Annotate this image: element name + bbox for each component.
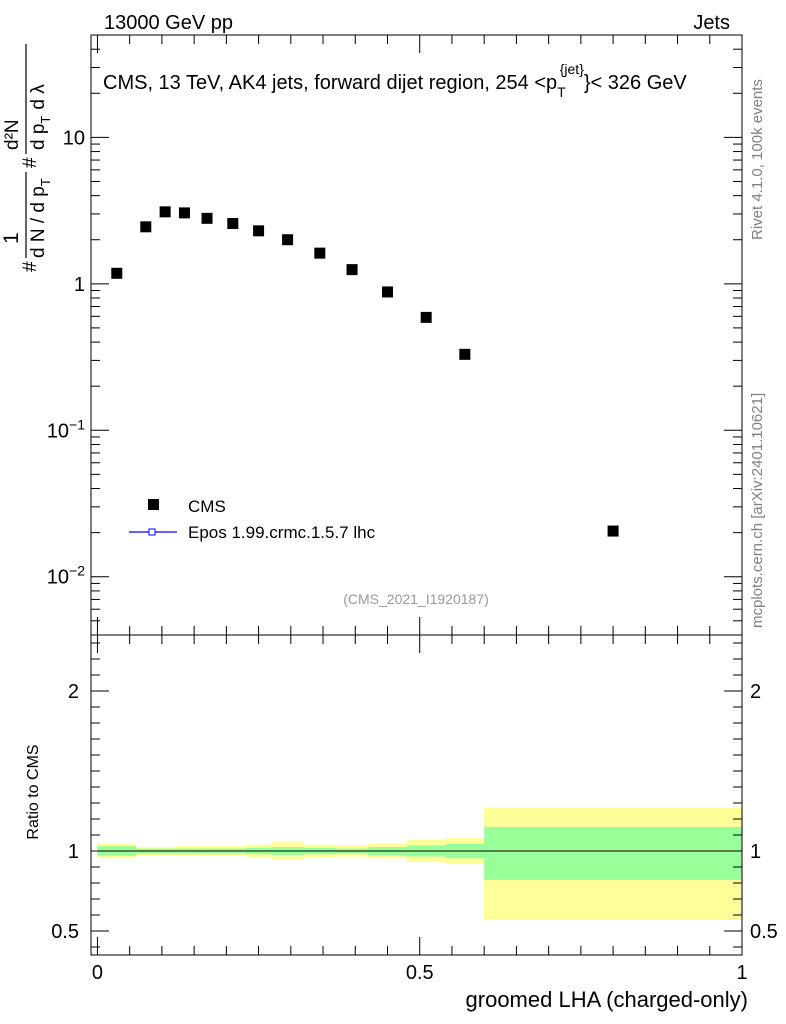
cms-data-point <box>227 218 239 230</box>
ratio-panel: 0.5 1 2 0.5 1 2 0 0.5 1 Ratio to CMS gro… <box>25 634 778 1012</box>
cms-data-point <box>140 221 152 233</box>
ratio-inner-band-bin <box>484 827 742 880</box>
ratio-frame <box>90 634 743 956</box>
chart-title: CMS, 13 TeV, AK4 jets, forward dijet reg… <box>103 61 687 100</box>
y-tick-label-0p01: 10−2 <box>47 563 85 589</box>
cms-data-points <box>111 206 619 537</box>
cms-data-point <box>420 311 432 323</box>
ratio-ticks <box>91 635 743 955</box>
main-frame <box>90 34 743 636</box>
ratio-y-tick-0p5-right: 0.5 <box>750 921 778 943</box>
main-y-tick-labels: 10 1 10−1 10−2 <box>47 127 85 588</box>
y-label-dn-dpt: d N / d pT <box>28 178 53 258</box>
main-panel: 10 1 10−1 10−2 CMS, 13 TeV, AK4 jets, fo… <box>0 34 743 636</box>
y-label-hash-2: # <box>20 157 41 168</box>
legend-epos-label: Epos 1.99.crmc.1.5.7 lhc <box>188 523 376 542</box>
cms-data-point <box>111 267 123 279</box>
x-tick-label-0: 0 <box>92 962 103 984</box>
cms-data-point <box>607 525 619 537</box>
y-tick-label-1: 1 <box>74 274 85 296</box>
x-tick-label-1: 1 <box>736 962 747 984</box>
x-tick-labels: 0 0.5 1 <box>92 962 748 984</box>
y-label-hash-1: # <box>20 261 41 272</box>
legend: CMS Epos 1.99.crmc.1.5.7 lhc <box>129 497 376 542</box>
y-tick-label-10: 10 <box>63 127 85 149</box>
cms-data-point <box>381 286 393 298</box>
source-label: mcplots.cern.ch [arXiv:2401.10621] <box>749 393 766 628</box>
cms-data-point <box>459 348 471 360</box>
ratio-y-tick-2-right: 2 <box>750 681 761 703</box>
ratio-y-tick-1-right: 1 <box>750 841 761 863</box>
cms-data-point <box>201 212 213 224</box>
main-y-axis-label: # 1 d N / d pT # d²N d pTd λ <box>0 44 53 272</box>
ratio-y-tick-labels: 0.5 1 2 0.5 1 2 <box>51 681 778 943</box>
legend-cms-marker <box>148 499 159 510</box>
cms-data-point <box>282 234 294 246</box>
main-ticks <box>91 34 743 636</box>
cms-data-point <box>178 207 190 219</box>
x-tick-label-0p5: 0.5 <box>406 962 434 984</box>
cms-data-point <box>346 264 358 276</box>
rivet-version-label: Rivet 4.1.0, 100k events <box>749 79 766 240</box>
category-label: Jets <box>693 12 730 34</box>
cms-data-point <box>159 206 171 218</box>
ratio-y-tick-2-left: 2 <box>68 681 79 703</box>
cms-data-point <box>253 225 265 237</box>
y-tick-label-0p1: 10−1 <box>47 416 85 442</box>
x-axis-label: groomed LHA (charged-only) <box>466 987 748 1012</box>
y-label-d2n: d²N <box>2 119 23 150</box>
y-label-one: 1 <box>0 232 23 244</box>
ratio-y-tick-1-left: 1 <box>68 841 79 863</box>
legend-epos-marker <box>148 528 156 536</box>
legend-cms-label: CMS <box>188 497 226 516</box>
energy-label: 13000 GeV pp <box>104 12 233 34</box>
analysis-watermark: (CMS_2021_I1920187) <box>343 591 489 607</box>
cms-data-point <box>314 247 326 259</box>
ratio-y-axis-label: Ratio to CMS <box>25 744 42 839</box>
y-label-dpt-dlambda: d pTd λ <box>28 84 53 150</box>
ratio-y-tick-0p5-left: 0.5 <box>51 921 79 943</box>
